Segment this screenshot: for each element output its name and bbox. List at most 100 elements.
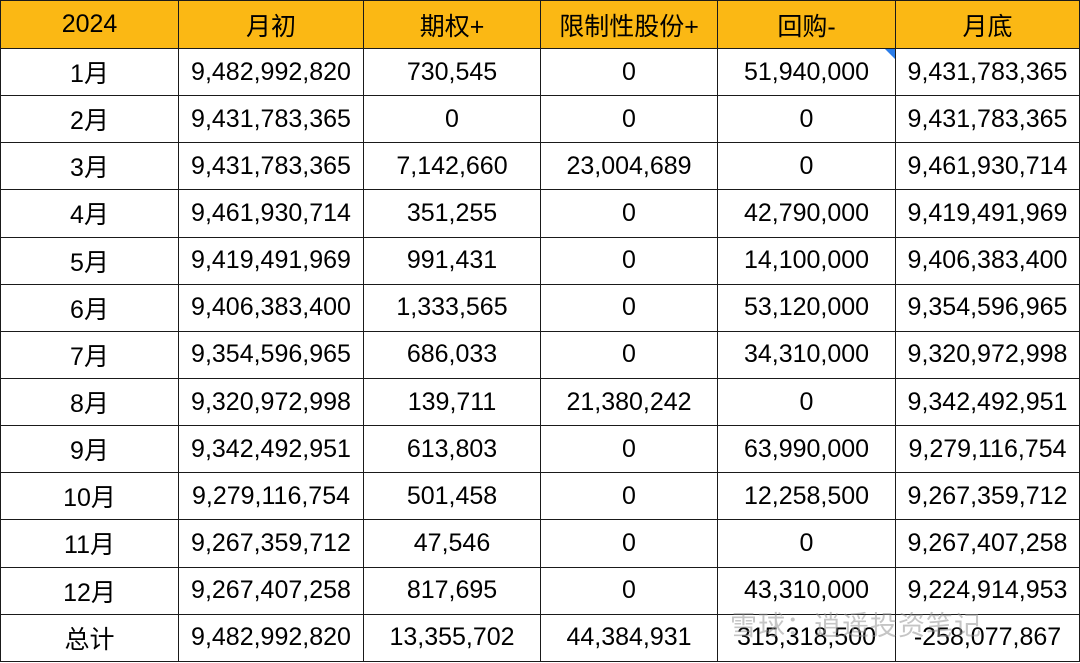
options-cell[interactable]: 501,458 (363, 472, 541, 521)
month-start-cell[interactable]: 9,354,596,965 (178, 330, 364, 379)
month-start-cell[interactable]: 9,342,492,951 (178, 425, 364, 474)
restricted-shares-cell[interactable]: 0 (540, 47, 718, 97)
restricted-shares-cell[interactable]: 0 (540, 189, 718, 238)
options-cell[interactable]: 730,545 (363, 47, 541, 97)
buyback-cell[interactable]: 315,318,500 (717, 613, 896, 663)
buyback-cell[interactable]: 53,120,000 (717, 283, 896, 332)
restricted-shares-cell[interactable]: 0 (540, 283, 718, 332)
restricted-shares-cell[interactable]: 0 (540, 566, 718, 615)
month-end-cell[interactable]: 9,279,116,754 (895, 425, 1080, 474)
options-cell[interactable]: 991,431 (363, 236, 541, 285)
buyback-cell[interactable]: 0 (717, 95, 896, 144)
buyback-cell[interactable]: 43,310,000 (717, 566, 896, 615)
options-cell[interactable]: 613,803 (363, 425, 541, 474)
restricted-shares-cell[interactable]: 44,384,931 (540, 613, 718, 663)
table-row: 12月 9,267,407,258 817,695 0 43,310,000 9,224,… (0, 566, 1080, 615)
month-end-cell[interactable]: 9,461,930,714 (895, 142, 1080, 191)
header-row: 2024 月初 期权+ 限制性股份+ 回购- 月底 (0, 0, 1080, 49)
restricted-shares-cell[interactable]: 21,380,242 (540, 377, 718, 427)
month-cell[interactable]: 1月 (0, 47, 179, 97)
options-cell[interactable]: 139,711 (363, 377, 541, 427)
restricted-shares-cell[interactable]: 0 (540, 95, 718, 144)
options-cell[interactable]: 351,255 (363, 189, 541, 238)
month-start-cell[interactable]: 9,267,359,712 (178, 519, 364, 568)
month-cell[interactable]: 11月 (0, 519, 179, 568)
month-cell[interactable]: 9月 (0, 425, 179, 474)
month-start-cell[interactable]: 9,267,407,258 (178, 566, 364, 615)
header-year[interactable]: 2024 (0, 0, 179, 49)
options-cell[interactable]: 817,695 (363, 566, 541, 615)
options-cell[interactable]: 1,333,565 (363, 283, 541, 332)
table-row: 10月 9,279,116,754 501,458 0 12,258,500 9,267,… (0, 472, 1080, 521)
restricted-shares-cell[interactable]: 23,004,689 (540, 142, 718, 191)
total-row: 总计 9,482,992,820 13,355,702 44,384,931 315,3… (0, 613, 1080, 663)
header-month-start[interactable]: 月初 (178, 0, 364, 49)
month-cell[interactable]: 总计 (0, 613, 179, 663)
month-cell[interactable]: 2月 (0, 95, 179, 144)
month-end-cell[interactable]: 9,419,491,969 (895, 189, 1080, 238)
table-row: 5月 9,419,491,969 991,431 0 14,100,000 9,406,3… (0, 236, 1080, 285)
restricted-shares-cell[interactable]: 0 (540, 236, 718, 285)
table-row: 11月 9,267,359,712 47,546 0 0 9,267,407,258 (0, 519, 1080, 568)
restricted-shares-cell[interactable]: 0 (540, 425, 718, 474)
options-cell[interactable]: 0 (363, 95, 541, 144)
month-cell[interactable]: 6月 (0, 283, 179, 332)
month-end-cell[interactable]: 9,224,914,953 (895, 566, 1080, 615)
table-row: 1月 9,482,992,820 730,545 0 51,940,000 9,431,7… (0, 47, 1080, 97)
buyback-cell[interactable]: 0 (717, 519, 896, 568)
restricted-shares-cell[interactable]: 0 (540, 330, 718, 379)
buyback-cell[interactable]: 51,940,000 (717, 47, 896, 97)
month-end-cell[interactable]: 9,342,492,951 (895, 377, 1080, 427)
table-row: 4月 9,461,930,714 351,255 0 42,790,000 9,419,4… (0, 189, 1080, 238)
month-end-cell[interactable]: -258,077,867 (895, 613, 1080, 663)
table-row: 9月 9,342,492,951 613,803 0 63,990,000 9,279,1… (0, 425, 1080, 474)
month-start-cell[interactable]: 9,431,783,365 (178, 95, 364, 144)
month-start-cell[interactable]: 9,431,783,365 (178, 142, 364, 191)
restricted-shares-cell[interactable]: 0 (540, 519, 718, 568)
restricted-shares-cell[interactable]: 0 (540, 472, 718, 521)
month-start-cell[interactable]: 9,320,972,998 (178, 377, 364, 427)
month-cell[interactable]: 4月 (0, 189, 179, 238)
buyback-cell[interactable]: 12,258,500 (717, 472, 896, 521)
header-month-end[interactable]: 月底 (895, 0, 1080, 49)
options-cell[interactable]: 7,142,660 (363, 142, 541, 191)
header-options[interactable]: 期权+ (363, 0, 541, 49)
month-start-cell[interactable]: 9,406,383,400 (178, 283, 364, 332)
comment-indicator-icon[interactable] (885, 49, 895, 59)
month-start-cell[interactable]: 9,419,491,969 (178, 236, 364, 285)
buyback-cell[interactable]: 14,100,000 (717, 236, 896, 285)
month-end-cell[interactable]: 9,431,783,365 (895, 95, 1080, 144)
month-end-cell[interactable]: 9,354,596,965 (895, 283, 1080, 332)
table-row: 6月 9,406,383,400 1,333,565 0 53,120,000 9,354… (0, 283, 1080, 332)
month-cell[interactable]: 3月 (0, 142, 179, 191)
table-row: 7月 9,354,596,965 686,033 0 34,310,000 9,320,9… (0, 330, 1080, 379)
table-row: 3月 9,431,783,365 7,142,660 23,004,689 0 9,461… (0, 142, 1080, 191)
month-cell[interactable]: 7月 (0, 330, 179, 379)
buyback-cell[interactable]: 34,310,000 (717, 330, 896, 379)
table-row: 2月 9,431,783,365 0 0 0 9,431,783,365 (0, 95, 1080, 144)
month-end-cell[interactable]: 9,320,972,998 (895, 330, 1080, 379)
month-start-cell[interactable]: 9,461,930,714 (178, 189, 364, 238)
header-buyback[interactable]: 回购- (717, 0, 896, 49)
month-start-cell[interactable]: 9,482,992,820 (178, 613, 364, 663)
table-body: 1月 9,482,992,820 730,545 0 51,940,000 9,431,7… (0, 47, 1080, 663)
month-cell[interactable]: 5月 (0, 236, 179, 285)
month-cell[interactable]: 8月 (0, 377, 179, 427)
month-end-cell[interactable]: 9,267,407,258 (895, 519, 1080, 568)
month-end-cell[interactable]: 9,431,783,365 (895, 47, 1080, 97)
options-cell[interactable]: 13,355,702 (363, 613, 541, 663)
options-cell[interactable]: 47,546 (363, 519, 541, 568)
month-cell[interactable]: 12月 (0, 566, 179, 615)
month-cell[interactable]: 10月 (0, 472, 179, 521)
month-end-cell[interactable]: 9,406,383,400 (895, 236, 1080, 285)
month-start-cell[interactable]: 9,482,992,820 (178, 47, 364, 97)
options-cell[interactable]: 686,033 (363, 330, 541, 379)
month-end-cell[interactable]: 9,267,359,712 (895, 472, 1080, 521)
header-restricted-shares[interactable]: 限制性股份+ (540, 0, 718, 49)
buyback-cell[interactable]: 0 (717, 377, 896, 427)
buyback-cell[interactable]: 0 (717, 142, 896, 191)
month-start-cell[interactable]: 9,279,116,754 (178, 472, 364, 521)
buyback-cell[interactable]: 63,990,000 (717, 425, 896, 474)
buyback-cell[interactable]: 42,790,000 (717, 189, 896, 238)
